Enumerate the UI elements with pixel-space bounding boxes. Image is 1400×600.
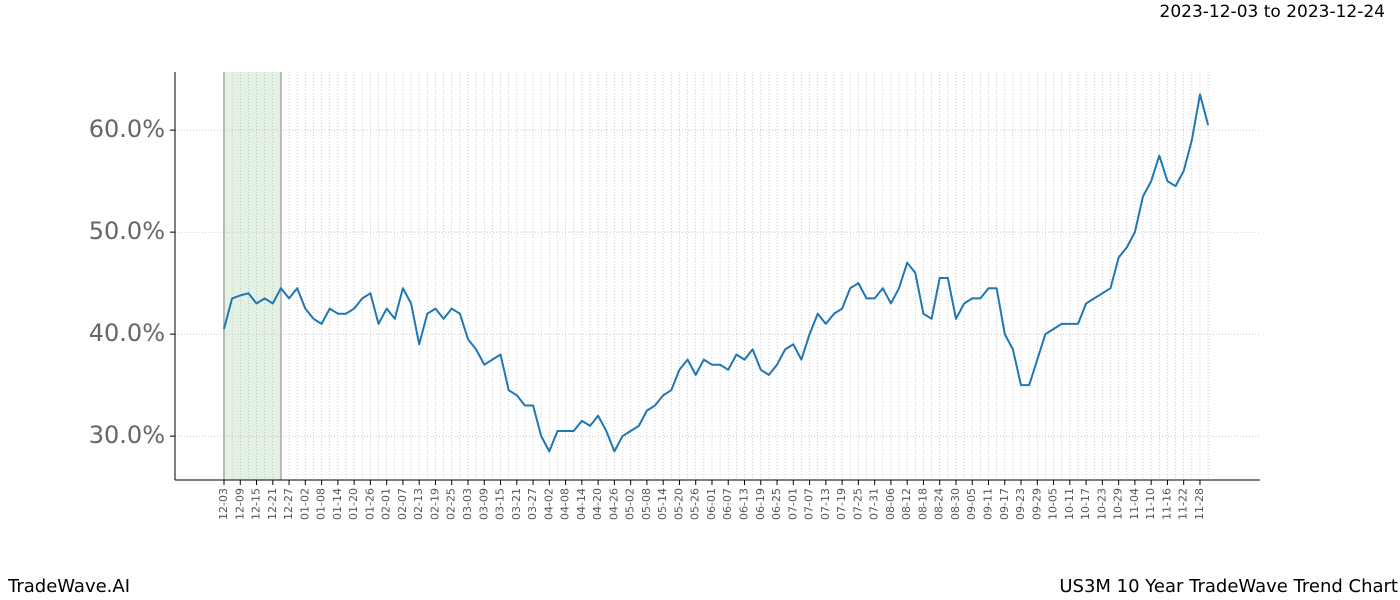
x-tick-label: 02-07	[396, 488, 409, 520]
x-tick-label: 07-01	[786, 488, 799, 520]
x-tick-label: 12-21	[266, 488, 279, 520]
x-tick-label: 02-01	[380, 488, 393, 520]
x-tick-label: 07-13	[819, 488, 832, 520]
x-tick-label: 05-26	[689, 488, 702, 520]
y-tick-label: 30.0%	[89, 421, 165, 449]
x-tick-label: 11-16	[1160, 488, 1173, 520]
highlight-band	[224, 72, 281, 480]
x-tick-label: 02-19	[428, 488, 441, 520]
y-tick-label: 50.0%	[89, 217, 165, 245]
x-tick-label: 03-27	[526, 488, 539, 520]
x-tick-label: 02-13	[412, 488, 425, 520]
line	[223, 93, 1210, 453]
x-tick-label: 04-14	[575, 488, 588, 520]
x-tick-label: 01-26	[363, 488, 376, 520]
x-tick-label: 11-04	[1128, 488, 1141, 520]
x-tick-label: 12-15	[250, 488, 263, 520]
x-tick-label: 10-29	[1112, 488, 1125, 520]
x-tick-label: 02-25	[445, 488, 458, 520]
x-tick-label: 01-14	[331, 488, 344, 520]
x-tick-label: 08-30	[949, 488, 962, 520]
x-tick-label: 09-17	[998, 488, 1011, 520]
x-tick-label: 08-06	[884, 488, 897, 520]
x-tick-label: 09-11	[982, 488, 995, 520]
x-tick-label: 12-27	[282, 488, 295, 520]
x-tick-label: 05-20	[672, 488, 685, 520]
x-tick-label: 07-25	[851, 488, 864, 520]
x-tick-label: 07-19	[835, 488, 848, 520]
x-tick-label: 05-02	[624, 488, 637, 520]
subtitle: 2023-12-03 to 2023-12-24	[1160, 2, 1385, 22]
x-tick-label: 11-22	[1177, 488, 1190, 520]
x-tick-label: 03-15	[494, 488, 507, 520]
x-tick-label: 03-21	[510, 488, 523, 520]
x-tick-label: 07-31	[868, 488, 881, 520]
x-tick-label: 03-03	[461, 488, 474, 520]
brand: TradeWave.AI	[7, 576, 130, 597]
x-tick-label: 06-19	[754, 488, 767, 520]
x-tick-label: 08-18	[916, 488, 929, 520]
x-tick-label: 06-01	[705, 488, 718, 520]
x-tick-label: 05-08	[640, 488, 653, 520]
x-tick-label: 12-09	[233, 488, 246, 520]
x-tick-label: 08-12	[900, 488, 913, 520]
y-tick-label: 60.0%	[89, 115, 165, 143]
x-tick-label: 09-29	[1030, 488, 1043, 520]
x-tick-label: 09-23	[1014, 488, 1027, 520]
x-tick-label: 01-08	[315, 488, 328, 520]
x-tick-label: 06-25	[770, 488, 783, 520]
x-tick-label: 04-26	[607, 488, 620, 520]
x-tick-label: 09-05	[965, 488, 978, 520]
x-tick-label: 01-02	[298, 488, 311, 520]
x-tick-label: 10-11	[1063, 488, 1076, 520]
x-tick-label: 04-08	[559, 488, 572, 520]
x-tick-label: 08-24	[933, 488, 946, 520]
x-tick-label: 06-07	[721, 488, 734, 520]
x-tick-label: 11-28	[1193, 488, 1206, 520]
x-tick-label: 04-20	[591, 488, 604, 520]
x-tick-label: 11-10	[1144, 488, 1157, 520]
x-tick-label: 06-13	[738, 488, 751, 520]
x-tick-label: 10-23	[1095, 488, 1108, 520]
y-tick-label: 40.0%	[89, 319, 165, 347]
x-tick-label: 12-03	[217, 488, 230, 520]
x-tick-label: 05-14	[656, 488, 669, 520]
x-tick-label: 10-05	[1047, 488, 1060, 520]
x-tick-label: 07-07	[803, 488, 816, 520]
x-tick-label: 04-02	[542, 488, 555, 520]
chart-title: US3M 10 Year TradeWave Trend Chart	[1059, 576, 1398, 597]
x-tick-label: 01-20	[347, 488, 360, 520]
x-tick-label: 10-17	[1079, 488, 1092, 520]
x-tick-label: 03-09	[477, 488, 490, 520]
